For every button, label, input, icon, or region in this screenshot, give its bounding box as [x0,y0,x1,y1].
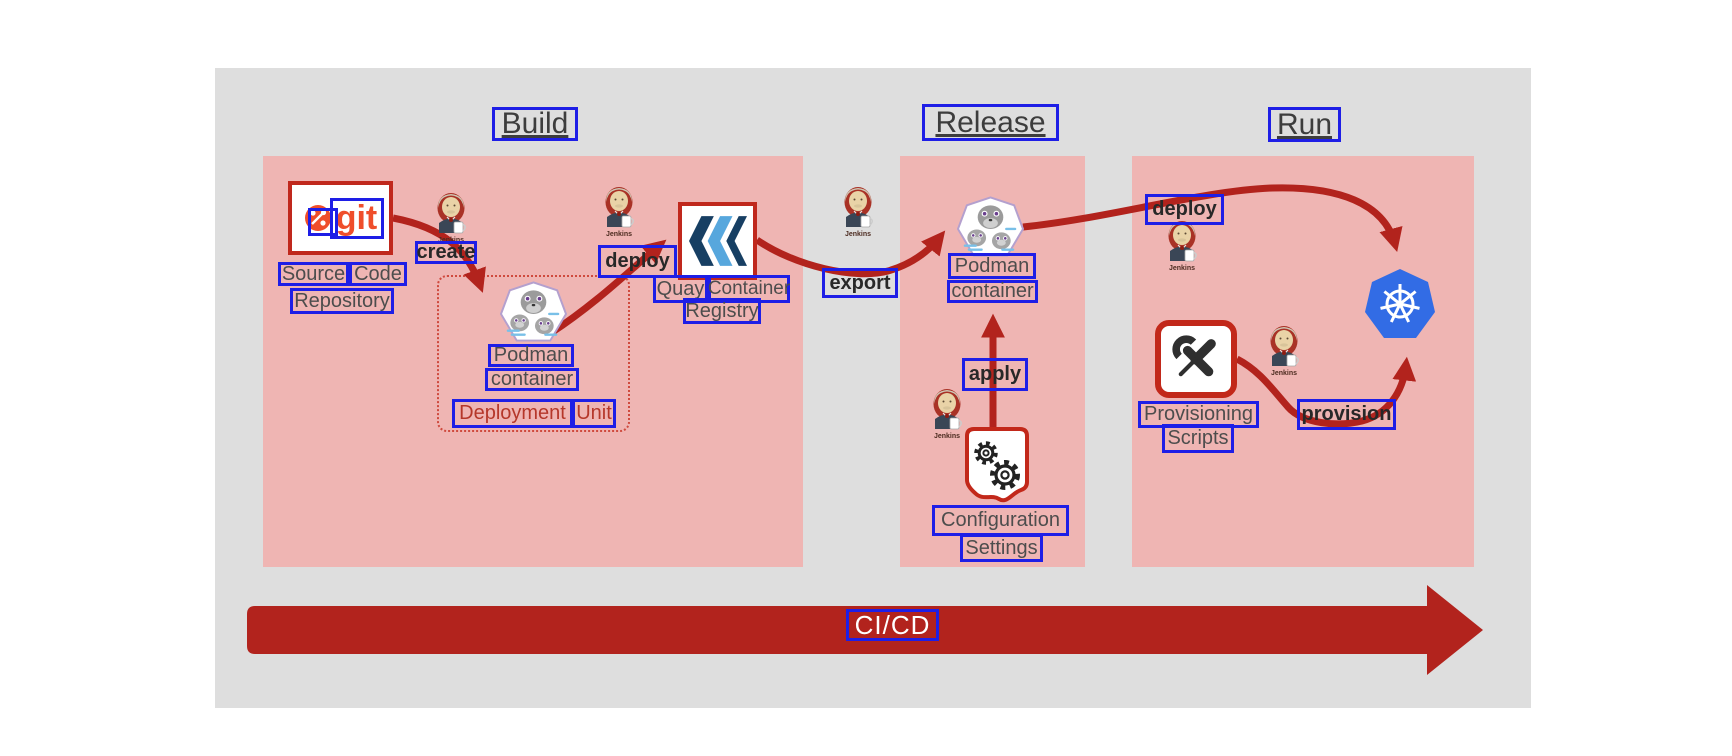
jenkins-icon-provision: Jenkins [1264,325,1304,378]
run-phase-title: Run [1268,107,1341,142]
git-logo-text: git [335,199,378,237]
label-source: Source [278,262,349,286]
wrench-screwdriver-icon [1169,332,1223,386]
arrow-podman-to-kubernetes [1022,184,1403,253]
label-container-release: container [947,280,1038,303]
build-phase-title: Build [492,107,578,141]
arrow-podman-to-quay [549,239,667,336]
label-apply: apply [962,358,1028,391]
label-quay: Quay [653,275,708,303]
label-registry: Registry [683,298,761,324]
kubernetes-helm-icon [1362,267,1438,343]
jenkins-icon-create: Jenkins [431,192,471,245]
label-podman-release: Podman [948,253,1036,279]
git-text-annotation-box [330,198,384,239]
jenkins-mascot-icon [433,192,469,236]
deployment-unit-group-box [437,275,630,432]
jenkins-icon-deploy-build: Jenkins [599,186,639,239]
label-deployment: Deployment [452,399,573,428]
build-title-text: Build [501,107,569,140]
quay-chevrons-icon [689,216,747,266]
label-quay-container: Container [708,275,790,303]
cicd-big-arrow [247,585,1483,675]
label-podman-build: Podman [488,344,574,367]
label-settings: Settings [960,534,1043,562]
jenkins-mascot-icon [1266,325,1302,369]
kubernetes-node [1362,267,1438,343]
arrow-quay-to-podman-release [755,230,946,278]
jenkins-icon-apply: Jenkins [927,388,967,441]
label-export: export [822,268,898,298]
provisioning-scripts-node [1155,320,1237,398]
podman-seal-icon [957,196,1024,258]
git-mark-annotation-box [308,208,338,236]
jenkins-icon-export: Jenkins [838,186,878,239]
jenkins-caption: Jenkins [844,231,872,238]
source-code-repository-node: git [288,181,393,255]
label-deploy-run: deploy [1145,194,1224,225]
label-deploy-build: deploy [598,245,677,278]
jenkins-mascot-icon [840,186,876,230]
quay-registry-node [678,202,757,280]
label-unit: Unit [572,399,616,428]
jenkins-mascot-icon [601,186,637,230]
jenkins-caption: Jenkins [437,237,465,244]
label-create: create [415,241,477,264]
jenkins-caption: Jenkins [1168,265,1196,272]
release-title-text: Release [935,105,1046,139]
label-provision: provision [1297,399,1396,430]
jenkins-caption: Jenkins [933,433,961,440]
label-scripts: Scripts [1162,424,1234,453]
release-phase-title: Release [922,104,1059,141]
jenkins-caption: Jenkins [605,231,633,238]
configuration-gears-icon [962,426,1032,510]
jenkins-icon-deploy-run: Jenkins [1162,220,1202,273]
run-title-text: Run [1276,107,1333,141]
podman-container-release-node [957,196,1024,258]
jenkins-mascot-icon [929,388,965,432]
label-repository: Repository [290,288,394,314]
jenkins-caption: Jenkins [1270,370,1298,377]
label-configuration: Configuration [932,505,1069,536]
podman-container-build-node [500,281,567,343]
label-cicd: CI/CD [846,609,939,641]
podman-seal-icon [500,281,567,343]
label-container-build: container [485,368,579,391]
configuration-settings-node [962,426,1032,510]
label-code: Code [349,262,407,286]
jenkins-mascot-icon [1164,220,1200,264]
